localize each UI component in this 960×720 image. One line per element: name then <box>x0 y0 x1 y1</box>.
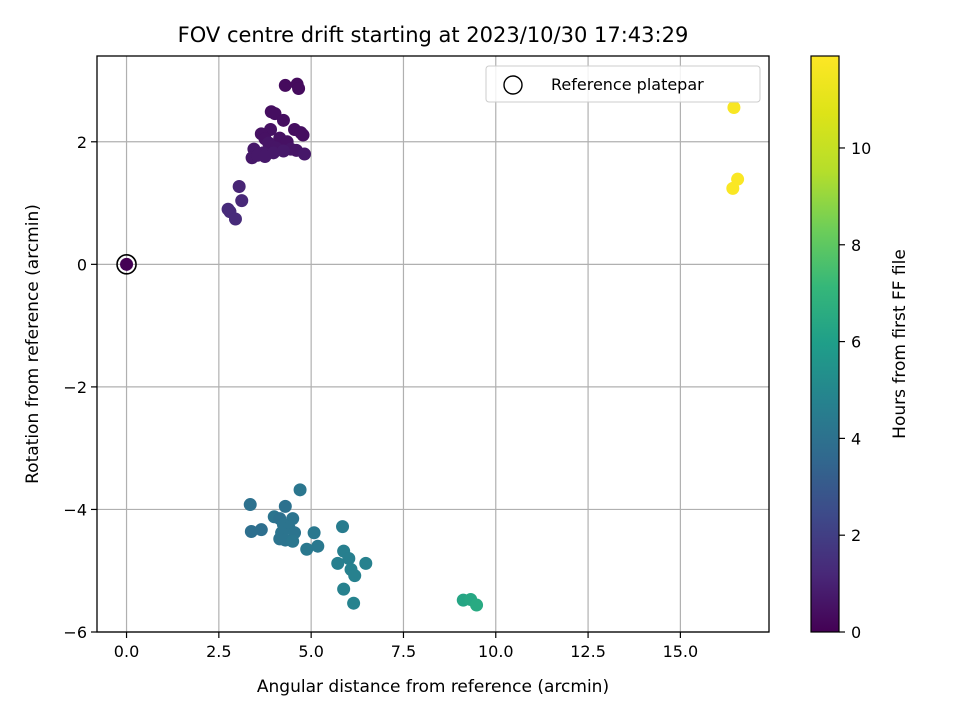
data-point <box>244 525 258 539</box>
data-point <box>292 81 306 95</box>
data-point <box>726 181 740 195</box>
x-tick-label: 15.0 <box>663 642 699 661</box>
data-point <box>276 113 290 127</box>
x-axis-label: Angular distance from reference (arcmin) <box>257 677 609 697</box>
data-point <box>286 534 300 548</box>
data-point <box>470 598 484 612</box>
data-point <box>300 542 314 556</box>
data-points <box>120 77 745 612</box>
x-tick-label: 5.0 <box>298 642 323 661</box>
x-tick-label: 2.5 <box>206 642 231 661</box>
x-tick-label: 7.5 <box>391 642 416 661</box>
reference-marker <box>116 254 137 275</box>
data-point <box>298 147 312 161</box>
y-grid <box>97 141 769 633</box>
y-tick-label: 2 <box>77 133 87 152</box>
data-point <box>331 556 345 570</box>
x-tick-label: 0.0 <box>114 642 139 661</box>
colorbar-tick-label: 6 <box>851 333 861 352</box>
data-point <box>342 551 356 565</box>
data-point <box>293 483 307 497</box>
plot-frame <box>96 55 770 633</box>
colorbar-tick-label: 8 <box>851 236 861 255</box>
y-ticks: −6 −4 −2 0 2 <box>63 133 97 642</box>
data-point <box>278 78 292 92</box>
legend: Reference platepar <box>485 65 761 103</box>
colorbar-tick-label: 0 <box>851 623 861 642</box>
legend-box <box>485 65 761 103</box>
legend-marker <box>503 75 523 95</box>
data-point <box>258 149 272 163</box>
y-tick-label: −6 <box>63 623 87 642</box>
y-tick-label: −4 <box>63 500 87 519</box>
y-tick-label: −2 <box>63 378 87 397</box>
data-point <box>228 212 242 226</box>
data-point <box>307 526 321 540</box>
chart-title: FOV centre drift starting at 2023/10/30 … <box>178 23 689 47</box>
data-point <box>359 556 373 570</box>
y-tick-label: 0 <box>77 255 87 274</box>
colorbar-tick-label: 4 <box>851 429 861 448</box>
data-point <box>243 498 257 512</box>
data-point <box>232 180 246 194</box>
x-ticks: 0.0 2.5 5.0 7.5 10.0 12.5 15.0 <box>114 632 698 661</box>
x-tick-label: 12.5 <box>570 642 606 661</box>
colorbar-tick-label: 10 <box>851 139 871 158</box>
colorbar: 0 2 4 6 8 10 Hours from first FF file <box>810 55 910 642</box>
data-point <box>347 596 361 610</box>
colorbar-ticks: 0 2 4 6 8 10 <box>839 139 871 642</box>
x-tick-label: 10.0 <box>478 642 514 661</box>
data-point <box>348 569 362 583</box>
colorbar-label: Hours from first FF file <box>890 249 910 439</box>
data-point <box>296 128 310 142</box>
data-point <box>254 523 268 537</box>
colorbar-tick-label: 2 <box>851 526 861 545</box>
reference-point <box>116 254 137 275</box>
y-axis-label: Rotation from reference (arcmin) <box>23 204 43 484</box>
data-point <box>337 582 351 596</box>
data-point <box>276 144 290 158</box>
data-point <box>120 257 134 271</box>
data-point <box>278 499 292 513</box>
x-grid <box>125 56 681 632</box>
data-point <box>727 100 741 114</box>
data-point <box>235 194 249 208</box>
legend-entry: Reference platepar <box>551 75 704 94</box>
data-point <box>336 520 350 534</box>
colorbar-gradient <box>810 55 840 633</box>
data-point <box>311 539 325 553</box>
